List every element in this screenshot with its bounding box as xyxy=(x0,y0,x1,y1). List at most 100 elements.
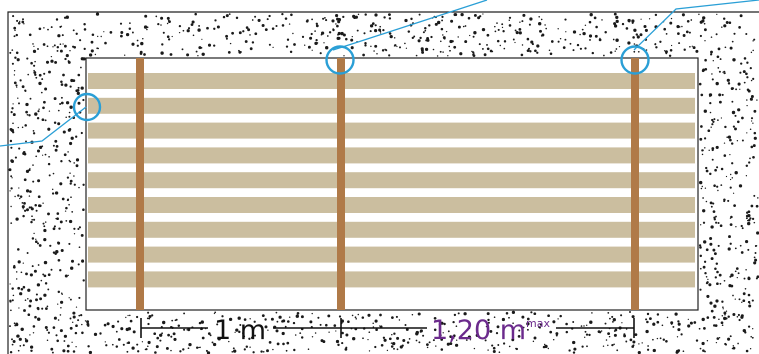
gravel-dot xyxy=(281,331,285,336)
gravel-dot xyxy=(515,347,517,350)
gravel-dot xyxy=(178,31,181,34)
gravel-dot xyxy=(747,325,751,328)
gravel-dot xyxy=(153,332,157,336)
gravel-dot xyxy=(22,285,26,289)
gravel-dot xyxy=(544,24,546,26)
gravel-dot xyxy=(68,242,71,245)
gravel-dot xyxy=(381,49,385,52)
gravel-dot xyxy=(749,67,752,70)
gravel-dot xyxy=(50,26,53,29)
gravel-dot xyxy=(750,117,754,120)
gravel-dot xyxy=(747,300,751,304)
gravel-dot xyxy=(44,153,47,156)
gravel-dot xyxy=(452,334,456,338)
gravel-dot xyxy=(73,162,75,164)
gravel-dot xyxy=(425,39,428,42)
gravel-dot xyxy=(31,237,35,240)
gravel-dot xyxy=(77,227,80,231)
gravel-dot xyxy=(727,199,730,202)
gravel-dot xyxy=(11,343,14,346)
gravel-dot xyxy=(21,20,25,24)
gravel-dot xyxy=(739,14,743,18)
gravel-dot xyxy=(704,147,706,149)
gravel-dot xyxy=(18,102,20,105)
gravel-dot xyxy=(419,329,423,333)
callout-circle-right xyxy=(620,45,650,75)
gravel-dot xyxy=(740,224,743,228)
gravel-dot xyxy=(742,70,746,74)
gravel-dot xyxy=(181,48,184,51)
gravel-dot xyxy=(450,19,454,23)
gravel-dot xyxy=(288,23,291,25)
gravel-dot xyxy=(115,330,118,333)
gravel-dot xyxy=(35,240,38,243)
gravel-dot xyxy=(17,194,20,197)
gravel-dot xyxy=(724,46,727,49)
gravel-dot xyxy=(10,111,13,114)
gravel-dot xyxy=(34,315,37,319)
gravel-dot xyxy=(750,79,753,82)
gravel-dot xyxy=(100,35,102,38)
gravel-dot xyxy=(591,51,594,55)
gravel-dot xyxy=(745,349,749,353)
gravel-dot xyxy=(304,44,306,46)
gravel-dot xyxy=(547,347,549,350)
gravel-dot xyxy=(750,335,752,338)
gravel-dot xyxy=(404,18,408,23)
gravel-dot xyxy=(729,217,732,219)
gravel-dot xyxy=(50,55,53,58)
gravel-dot xyxy=(43,260,48,265)
gravel-dot xyxy=(721,26,723,28)
gravel-dot xyxy=(268,14,271,18)
gravel-dot xyxy=(28,195,31,197)
gravel-dot xyxy=(609,317,611,320)
gravel-dot xyxy=(442,332,444,334)
gravel-dot xyxy=(75,324,78,328)
callout-circles xyxy=(72,45,650,122)
gravel-dot xyxy=(565,31,567,33)
gravel-dot xyxy=(723,279,726,282)
gravel-dot xyxy=(124,54,126,56)
gravel-dot xyxy=(593,16,597,20)
gravel-dot xyxy=(36,116,40,120)
gravel-dot xyxy=(187,347,190,350)
gravel-dot xyxy=(683,48,686,51)
gravel-dot xyxy=(710,50,713,54)
gravel-dot xyxy=(701,317,705,322)
gravel-dot xyxy=(170,335,173,338)
gravel-dot xyxy=(447,330,450,333)
gravel-dot xyxy=(95,12,100,16)
gravel-dot xyxy=(69,298,72,301)
gravel-dot xyxy=(337,17,342,22)
gravel-dot xyxy=(540,34,543,37)
gravel-dot xyxy=(497,28,500,31)
gravel-dot xyxy=(60,101,64,105)
gravel-dot xyxy=(436,55,439,57)
gravel-dot xyxy=(32,164,34,166)
gravel-dot xyxy=(662,338,665,341)
gravel-dot xyxy=(627,41,631,45)
gravel-dot xyxy=(187,328,191,332)
deck-board xyxy=(88,73,695,89)
gravel-dot xyxy=(704,67,708,71)
gravel-dot xyxy=(53,44,56,47)
gravel-dot xyxy=(718,318,720,321)
gravel-dot xyxy=(572,49,575,52)
gravel-dot xyxy=(750,95,754,98)
gravel-dot xyxy=(440,348,444,351)
gravel-dot xyxy=(35,238,37,240)
gravel-dot xyxy=(522,13,526,17)
gravel-dot xyxy=(13,322,16,325)
gravel-dot xyxy=(56,45,60,49)
gravel-dot xyxy=(63,334,67,338)
gravel-dot xyxy=(254,32,258,36)
gravel-dot xyxy=(248,337,251,340)
gravel-dot xyxy=(453,313,457,317)
gravel-dot xyxy=(285,45,289,48)
gravel-dot xyxy=(174,319,177,322)
gravel-dot xyxy=(68,159,71,162)
gravel-dot xyxy=(57,241,60,244)
gravel-dot xyxy=(747,248,750,251)
dimension-label-right-suffix: max xyxy=(526,317,550,330)
gravel-dot xyxy=(732,345,735,347)
